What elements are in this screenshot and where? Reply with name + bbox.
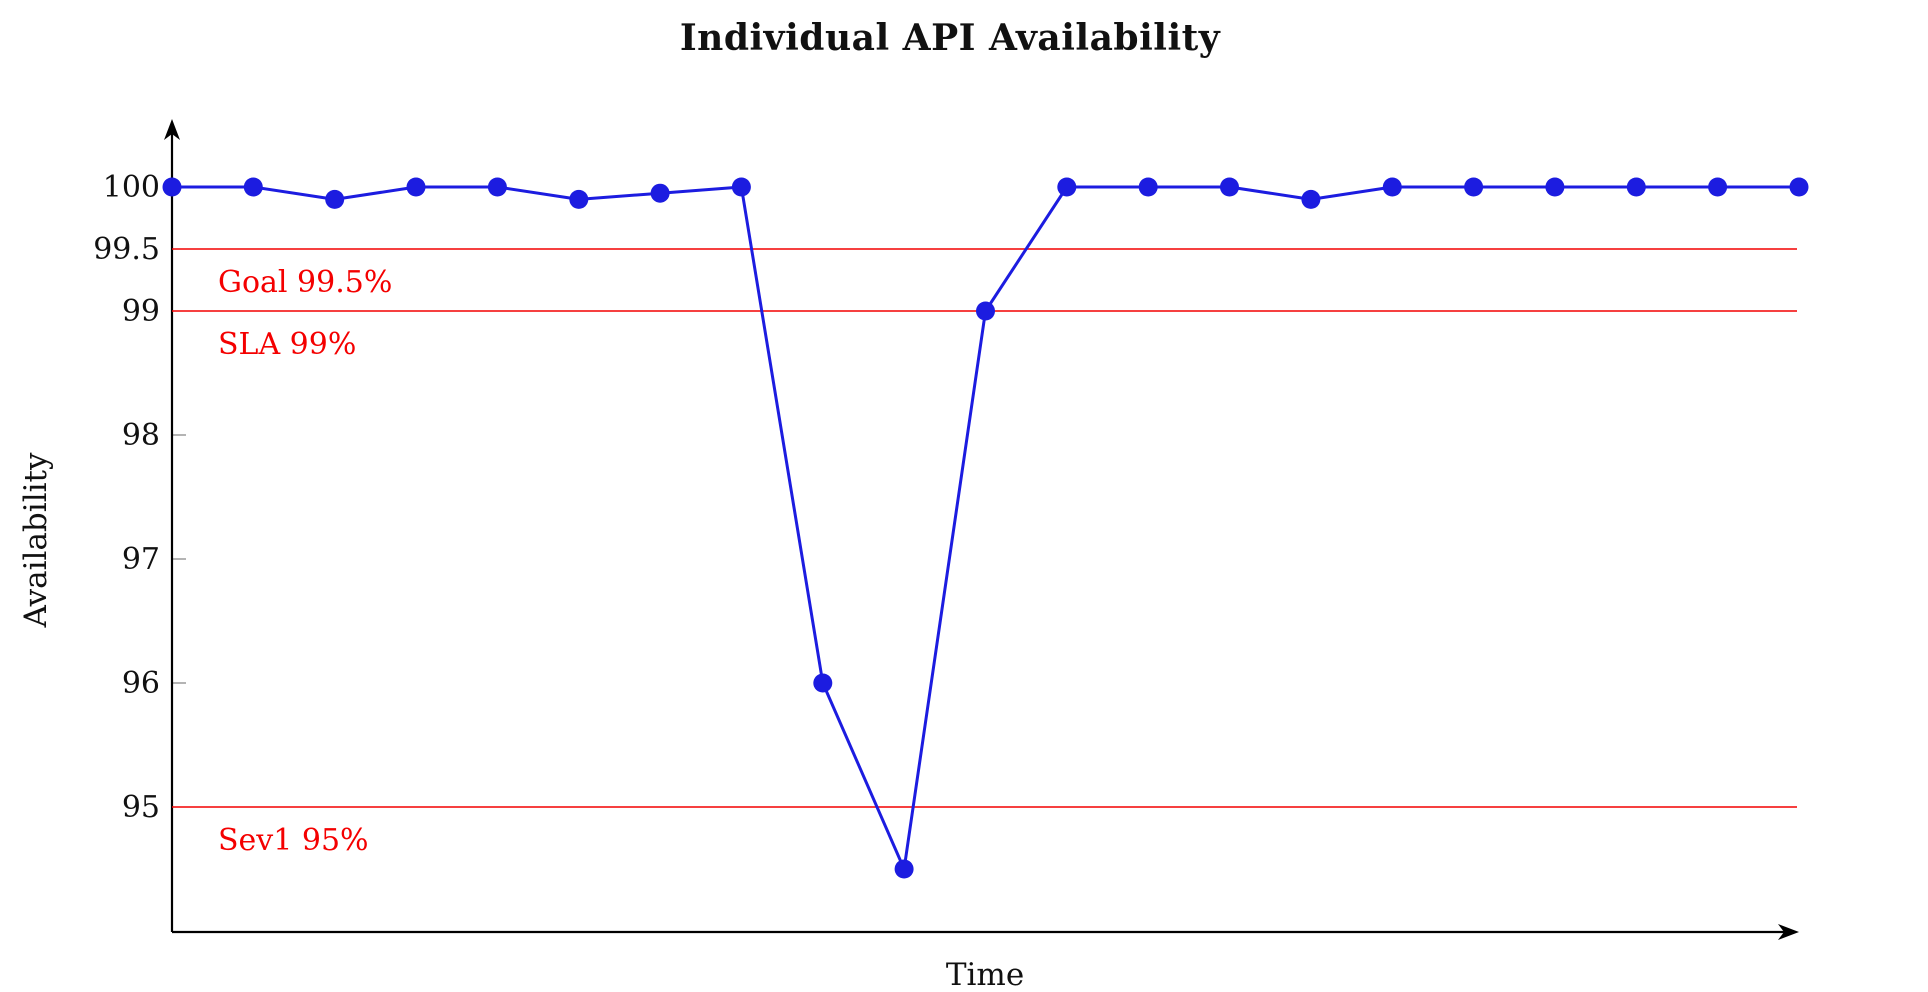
data-point-marker	[325, 189, 345, 209]
series-polyline	[172, 185, 1799, 871]
data-point-marker	[1220, 177, 1239, 197]
chart-title: Individual API Availability	[680, 17, 1221, 59]
y-tick-label: 98	[122, 418, 160, 453]
y-tick-label: 99.5	[93, 232, 160, 267]
data-point-marker	[1626, 177, 1646, 197]
axes	[164, 119, 1799, 940]
y-axis-minor-ticks	[172, 434, 186, 684]
data-point-marker	[731, 177, 751, 197]
y-tick-label: 96	[122, 666, 160, 701]
y-axis-arrowhead-icon	[164, 119, 180, 140]
data-point-marker	[894, 859, 914, 879]
y-tick-label: 99	[122, 294, 160, 329]
data-point-marker	[1382, 177, 1402, 197]
data-point-marker	[813, 673, 833, 693]
y-tick-label: 95	[122, 790, 160, 825]
data-point-marker	[243, 177, 263, 197]
y-tick-label: 100	[103, 170, 160, 205]
y-axis-tick-labels: 100 99.5 99 98 97 96 95	[93, 170, 160, 825]
y-tick-label: 97	[122, 542, 160, 577]
data-point-marker	[976, 301, 995, 321]
data-point-marker	[1138, 177, 1158, 197]
data-point-marker	[406, 177, 426, 197]
data-point-marker	[162, 177, 182, 197]
y-axis-label: Availability	[18, 452, 54, 628]
x-axis-label: Time	[946, 957, 1024, 992]
data-point-marker	[569, 189, 589, 209]
reference-line-label: SLA 99%	[218, 327, 356, 362]
data-point-marker	[1545, 177, 1565, 197]
x-axis-arrowhead-icon	[1778, 924, 1799, 940]
data-point-marker	[1464, 177, 1484, 197]
data-series-layer	[162, 177, 1809, 879]
data-point-marker	[1057, 177, 1077, 197]
data-point-marker	[1708, 177, 1728, 197]
reference-lines-layer: Goal 99.5% SLA 99% Sev1 95%	[172, 248, 1797, 858]
data-point-marker	[650, 183, 670, 203]
reference-line-label: Sev1 95%	[218, 823, 369, 858]
reference-line-label: Goal 99.5%	[218, 265, 392, 300]
data-point-marker	[487, 177, 507, 197]
data-point-marker	[1301, 189, 1321, 209]
data-point-marker	[1789, 177, 1809, 197]
